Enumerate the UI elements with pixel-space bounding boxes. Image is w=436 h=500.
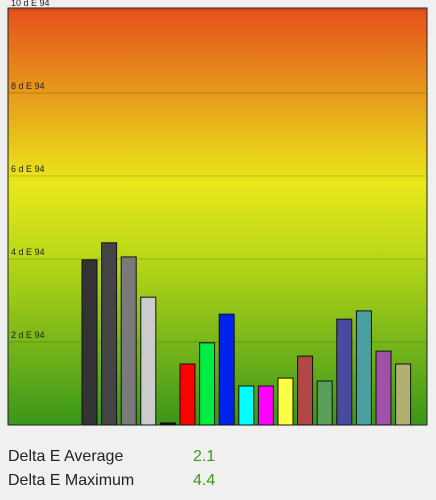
stat-value: 2.1 <box>193 448 215 465</box>
y-tick-label: 10 d E 94 <box>11 0 50 8</box>
bar <box>257 385 274 426</box>
y-tick-label: 8 d E 94 <box>11 81 45 91</box>
y-tick-label: 2 d E 94 <box>11 330 45 340</box>
y-tick-label: 6 d E 94 <box>11 164 45 174</box>
bar <box>395 363 412 426</box>
bar <box>199 342 216 426</box>
bar <box>336 318 353 426</box>
bar <box>297 355 314 426</box>
stat-label: Delta E Average <box>8 448 123 465</box>
bar <box>316 380 333 426</box>
bar <box>218 313 235 426</box>
bar <box>120 256 137 426</box>
bar <box>179 363 196 426</box>
bar <box>375 350 392 426</box>
bar <box>355 310 372 426</box>
bar <box>140 296 157 426</box>
bar <box>238 385 255 426</box>
stat-label: Delta E Maximum <box>8 472 134 489</box>
y-tick-label: 4 d E 94 <box>11 247 45 257</box>
bar <box>81 259 98 426</box>
bar <box>101 242 118 426</box>
bar <box>277 377 294 426</box>
bar <box>159 422 176 426</box>
stat-value: 4.4 <box>193 472 215 489</box>
